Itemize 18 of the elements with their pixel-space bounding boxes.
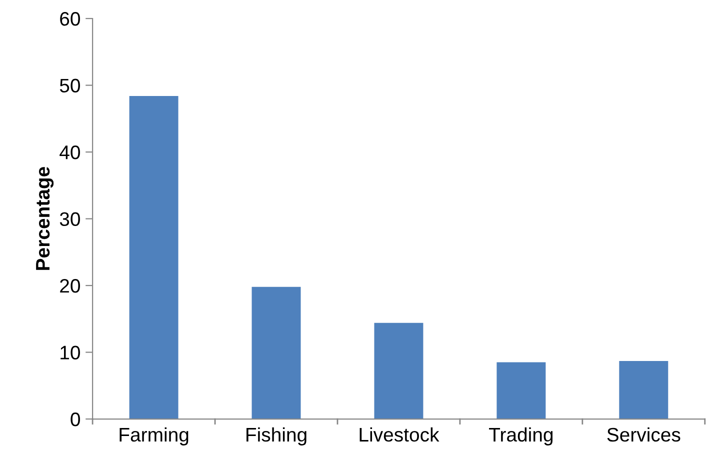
y-axis-title: Percentage — [36, 167, 54, 270]
x-tick-label: Services — [607, 427, 680, 442]
y-tick-label: 30 — [60, 212, 80, 226]
y-tick-label: 0 — [70, 412, 80, 426]
y-tick-label: 60 — [60, 12, 80, 26]
bar — [252, 286, 301, 420]
y-tick-label: 20 — [60, 278, 80, 293]
x-tick-label: Trading — [489, 427, 553, 446]
bar — [374, 322, 424, 420]
x-tick-label: Fishing — [246, 427, 306, 446]
x-tick-label: Livestock — [360, 427, 440, 442]
y-tick-label: 10 — [60, 346, 80, 360]
bar — [129, 96, 178, 420]
bar — [619, 360, 668, 420]
bar — [496, 362, 546, 420]
x-tick-label: Farming — [120, 427, 188, 446]
y-tick-label: 40 — [60, 145, 80, 160]
y-tick-label: 50 — [60, 78, 80, 93]
